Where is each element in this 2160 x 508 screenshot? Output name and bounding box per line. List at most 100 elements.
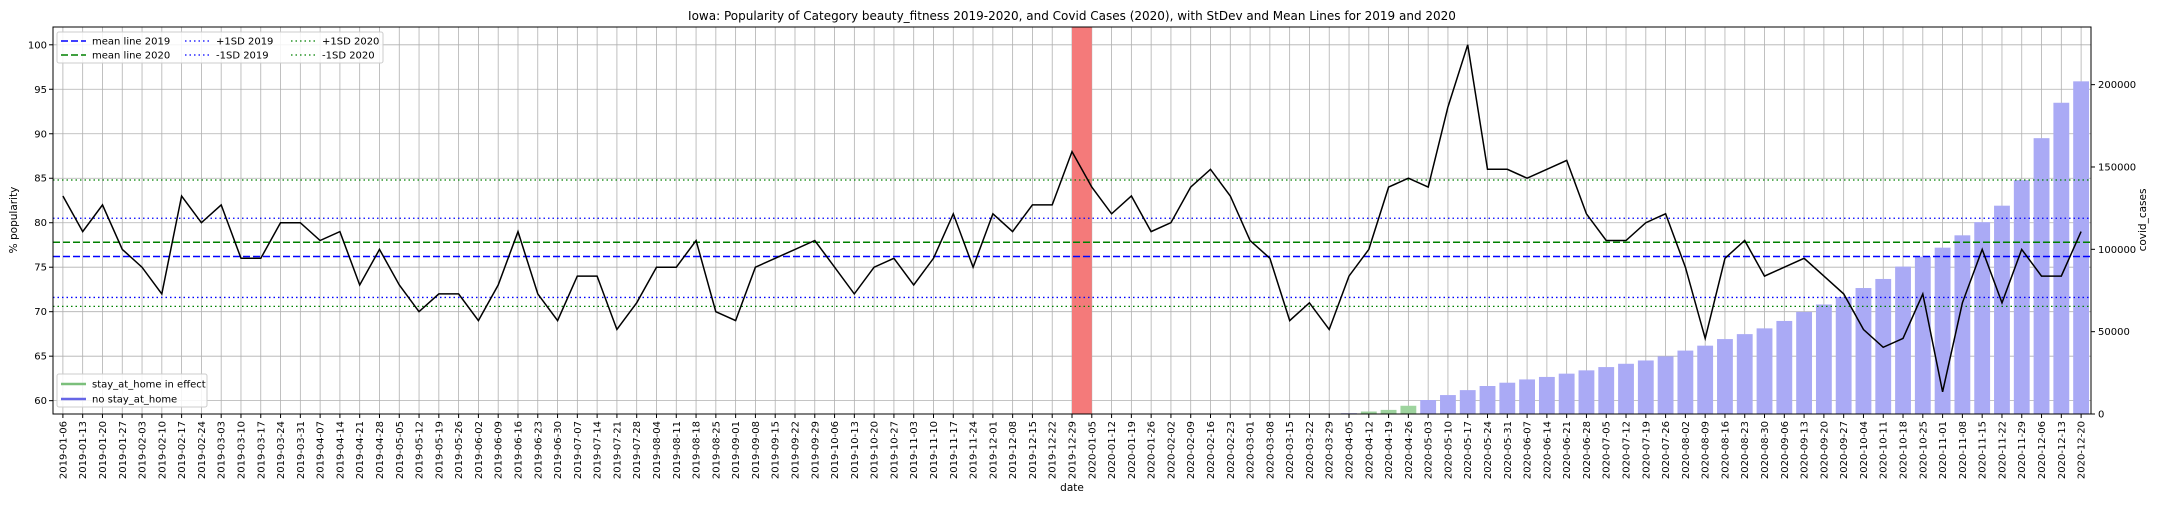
- x-tick-label: 2020-05-17: [1463, 421, 1474, 479]
- covid-bar-stay-at-home: [1381, 410, 1397, 414]
- x-tick-label: 2020-07-12: [1622, 421, 1633, 479]
- x-tick-label: 2020-11-15: [1978, 421, 1989, 479]
- x-tick-label: 2019-04-07: [316, 421, 327, 479]
- x-tick-label: 2020-12-06: [2037, 421, 2048, 479]
- y-tick-label: 90: [34, 129, 47, 140]
- x-tick-label: 2020-01-05: [1087, 421, 1098, 479]
- x-tick-label: 2019-07-14: [593, 421, 604, 479]
- y-tick-label: 75: [34, 263, 47, 274]
- x-tick-label: 2020-07-19: [1641, 421, 1652, 479]
- x-tick-label: 2020-02-23: [1226, 421, 1237, 479]
- covid-bar: [1480, 386, 1496, 414]
- x-tick-label: 2019-08-04: [652, 421, 663, 479]
- x-tick-label: 2019-04-14: [335, 421, 346, 479]
- x-tick-label: 2019-02-10: [157, 421, 168, 479]
- x-tick-label: 2020-06-28: [1582, 421, 1593, 479]
- y2-axis-label: covid_cases: [2137, 189, 2149, 252]
- x-tick-label: 2020-10-11: [1879, 421, 1890, 479]
- y-tick-label: 85: [34, 174, 47, 185]
- y2-tick-label: 50000: [2098, 327, 2130, 338]
- y-tick-label: 95: [34, 85, 47, 96]
- covid-bar: [1460, 390, 1476, 414]
- covid-bar: [1638, 360, 1654, 414]
- x-tick-label: 2019-12-15: [1028, 421, 1039, 479]
- covid-bar: [1519, 379, 1535, 414]
- x-tick-label: 2019-06-02: [474, 421, 485, 479]
- x-tick-label: 2020-12-20: [2077, 421, 2088, 479]
- y-tick-label: 70: [34, 307, 47, 318]
- x-tick-label: 2020-04-26: [1404, 421, 1415, 479]
- x-tick-label: 2020-03-08: [1265, 421, 1276, 479]
- x-tick-label: 2019-10-27: [889, 421, 900, 479]
- covid-bar: [1717, 339, 1733, 414]
- x-tick-label: 2019-09-01: [731, 421, 742, 479]
- legend-lower-label: stay_at_home in effect: [92, 380, 206, 391]
- covid-bar: [1420, 400, 1436, 414]
- covid-bar: [1816, 304, 1832, 414]
- x-tick-label: 2020-10-25: [1918, 421, 1929, 479]
- y2-tick-label: 150000: [2098, 162, 2136, 173]
- covid-bar: [1440, 395, 1456, 414]
- x-tick-label: 2019-01-13: [78, 421, 89, 479]
- x-tick-label: 2019-03-17: [256, 421, 267, 479]
- x-tick-label: 2020-08-02: [1681, 421, 1692, 479]
- x-tick-label: 2019-12-08: [1008, 421, 1019, 479]
- x-tick-label: 2019-02-24: [197, 421, 208, 479]
- x-tick-label: 2019-09-29: [810, 421, 821, 479]
- x-tick-label: 2020-05-24: [1483, 421, 1494, 479]
- x-tick-label: 2019-04-21: [355, 421, 366, 479]
- x-tick-label: 2020-09-06: [1780, 421, 1791, 479]
- x-tick-label: 2020-11-29: [2017, 421, 2028, 479]
- x-tick-label: 2019-09-15: [771, 421, 782, 479]
- covid-bar: [1796, 312, 1812, 414]
- covid-bar: [1559, 374, 1575, 414]
- x-tick-label: 2019-10-13: [850, 421, 861, 479]
- legend-upper-label: +1SD 2019: [216, 37, 273, 48]
- x-tick-label: 2019-10-06: [830, 421, 841, 479]
- x-tick-label: 2019-08-18: [692, 421, 703, 479]
- x-tick-label: 2019-12-22: [1048, 421, 1059, 479]
- x-tick-label: 2019-09-22: [790, 421, 801, 479]
- covid-bar: [1598, 367, 1614, 414]
- x-tick-label: 2019-06-23: [533, 421, 544, 479]
- y-tick-label: 100: [28, 40, 47, 51]
- x-tick-label: 2020-02-16: [1206, 421, 1217, 479]
- covid-bar: [1539, 377, 1555, 414]
- x-tick-label: 2019-07-28: [632, 421, 643, 479]
- x-tick-label: 2019-01-06: [58, 421, 69, 479]
- x-tick-label: 2019-06-30: [553, 421, 564, 479]
- covid-bar: [1618, 364, 1634, 414]
- x-tick-label: 2020-08-30: [1760, 421, 1771, 479]
- x-tick-label: 2019-12-01: [988, 421, 999, 479]
- x-tick-label: 2020-11-08: [1958, 421, 1969, 479]
- x-axis-label: date: [1060, 482, 1084, 494]
- x-tick-label: 2020-04-12: [1364, 421, 1375, 479]
- covid-bar: [1499, 383, 1515, 414]
- x-tick-label: 2019-06-16: [513, 421, 524, 479]
- x-tick-label: 2020-10-18: [1899, 421, 1910, 479]
- x-tick-label: 2019-05-19: [434, 421, 445, 479]
- legend-lower-label: no stay_at_home: [92, 395, 177, 406]
- legend-upper-label: -1SD 2020: [322, 51, 375, 62]
- x-tick-label: 2020-04-05: [1345, 421, 1356, 479]
- x-tick-label: 2020-07-05: [1602, 421, 1613, 479]
- x-tick-label: 2019-09-08: [751, 421, 762, 479]
- x-tick-label: 2019-05-12: [415, 421, 426, 479]
- covid-bar: [2053, 103, 2069, 414]
- chart-title: Iowa: Popularity of Category beauty_fitn…: [688, 9, 1456, 23]
- x-tick-label: 2020-08-09: [1701, 421, 1712, 479]
- covid-bar: [1677, 351, 1693, 414]
- x-tick-label: 2020-04-19: [1384, 421, 1395, 479]
- x-tick-label: 2020-09-20: [1819, 421, 1830, 479]
- x-tick-label: 2019-11-10: [929, 421, 940, 479]
- plot-area: 6065707580859095100050000100000150000200…: [28, 27, 2136, 479]
- y-tick-label: 60: [34, 396, 47, 407]
- x-tick-label: 2020-09-13: [1800, 421, 1811, 479]
- x-tick-label: 2020-08-16: [1720, 421, 1731, 479]
- x-tick-label: 2020-03-01: [1246, 421, 1257, 479]
- legend-upper-label: mean line 2019: [92, 37, 170, 48]
- covid-bar: [1697, 346, 1713, 414]
- x-tick-label: 2020-03-29: [1325, 421, 1336, 479]
- y2-tick-label: 0: [2098, 410, 2104, 421]
